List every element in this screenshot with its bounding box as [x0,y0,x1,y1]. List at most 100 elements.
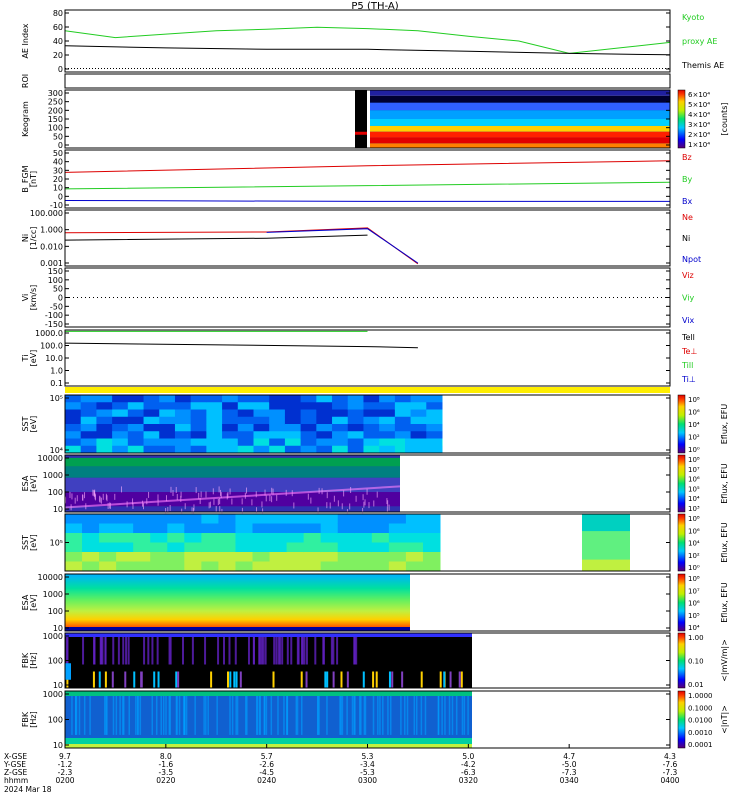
ytick-label: 100 [48,716,63,725]
xtick-x: 5.0 [462,752,474,761]
sst-e-cell [269,431,286,439]
sst-e-cell [379,431,396,439]
ytick-label: 10 [53,681,63,690]
fbk2-stripe [231,695,234,735]
sst-e-cell [269,402,286,410]
fbk1-stripe [336,637,339,665]
sst-i-cell [218,561,236,572]
sst-i-cell [65,514,83,524]
colorbar-tick: 1.00 [688,634,704,642]
ytick-label: -50 [50,302,63,311]
colorbar-label: Eflux, EFU [720,522,729,563]
esa-e-noise [255,507,257,514]
sst-i-cell [371,523,390,534]
esa-e-noise [102,493,104,500]
colorbar-tick: 2×10⁴ [688,131,710,139]
fbk1-stripe [273,637,276,665]
sst-e-cell [394,416,412,425]
ytick-label: 10.0 [45,354,63,363]
esa-e-noise [180,491,182,498]
fbk1-stripe [300,671,303,688]
ytick-label: 0.001 [40,259,63,268]
sst-i-cell [354,561,373,572]
esa-e-noise [333,495,335,502]
colorbar-tick: 10⁴ [688,624,700,632]
sst-e-cell [363,445,380,454]
esa-e-noise [293,502,295,509]
sst-e-cell [284,395,302,403]
xtick-x: 5.7 [261,752,273,761]
fbk1-stripe [332,671,335,688]
esa-e-noise [193,504,195,511]
xtick-time: 0200 [55,776,74,785]
sst-e-cell [237,445,254,454]
ephemeris-strip [65,387,670,393]
fbk1-stripe [65,663,71,680]
fbk1-stripe [305,671,308,688]
sst-e-cell [190,445,207,454]
ytick-label: 0 [58,65,63,74]
fbk2-stripe [415,695,418,735]
sst-i-cell [150,552,168,562]
fbk2-stripe [363,695,366,735]
sst-i-cell [218,542,236,553]
esa-e-noise [261,501,263,508]
sst-i-cell [235,514,253,524]
sst-e-cell [253,395,270,403]
sst-e-cell [332,431,349,439]
sst-i-cell [133,542,151,553]
ylabel: [1/cc] [29,227,38,250]
fbk1-stripe [157,671,160,688]
sst-e-cell [65,431,82,439]
esa-e-noise [343,490,345,497]
colorbar-tick: 10⁵ [688,485,700,493]
sst-e-cell [363,402,380,410]
keogram-mark [355,131,367,135]
fbk2-stripe [340,695,342,735]
colorbar-tick: 3×10⁴ [688,121,710,129]
sst-i-cell [133,552,151,562]
esa-e-noise [271,496,273,503]
ylabel: [eV] [29,350,38,367]
xtick-x: 5.3 [362,752,374,761]
fbk2-stripe [244,695,247,735]
panel-frame-roi [64,73,671,89]
colorbar-tick: 10⁰ [688,564,700,572]
ylabel: [eV] [29,534,38,551]
sst-e-cell [269,438,286,447]
sst-i-cell [320,561,339,572]
fbk2-stripe [372,695,375,735]
fbk2-stripe [444,695,446,735]
sst-i-cell [354,542,373,553]
ytick-label: 0.1 [50,379,63,388]
sst-e-cell [127,438,145,447]
sst-i-cell [371,561,390,572]
sst-i-cell [235,533,253,543]
ytick-label: 60 [53,23,63,32]
sst-i-cell [405,523,424,534]
sst-i-cell [252,561,271,572]
sst-i-cell [582,559,630,571]
fbk2-top [65,691,472,696]
ytick-label: 40 [53,37,63,46]
sst-e-cell [316,438,333,447]
sst-e-cell [347,424,364,432]
fbk2-stripe [354,695,356,735]
fbk1-stripe [372,671,375,688]
sst-i-cell [116,533,134,543]
esa-e-noise [364,499,366,506]
esa-e-noise [191,507,193,514]
esa-e-noise [167,507,169,514]
sst-e-cell [190,402,207,410]
sst-e-cell [347,431,364,439]
date-label: 2024 Mar 18 [4,785,52,794]
ylabel: B_FGM [21,165,30,192]
sst-e-cell [410,395,427,403]
fbk1-stripe [122,637,125,665]
sst-e-cell [96,445,113,454]
legend-label: Te⊥ [681,347,697,356]
esa-e-noise [229,488,231,495]
fbk2-stripe [123,695,125,735]
fbk2-stripe [461,695,464,735]
fbk2-stripe [286,695,288,735]
